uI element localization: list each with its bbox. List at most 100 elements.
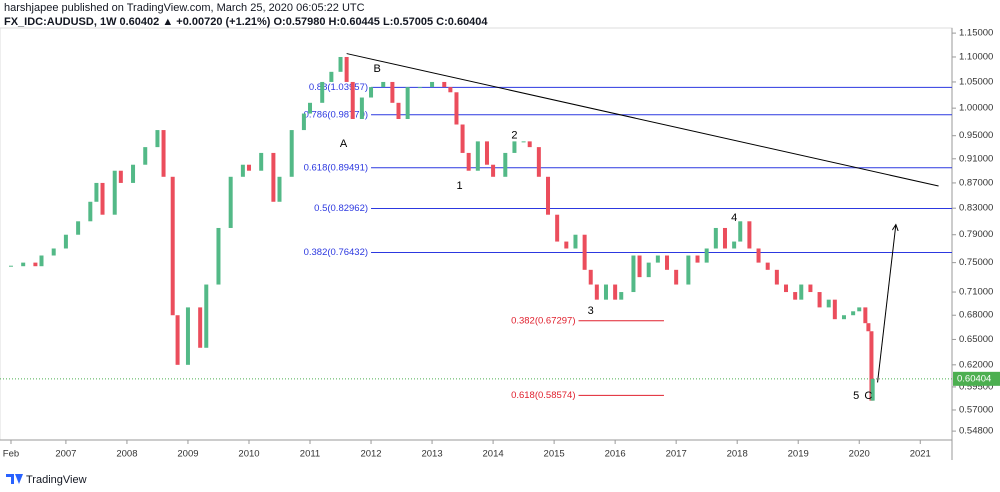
- y-tick-label: 0.68000: [959, 310, 993, 321]
- candle: [573, 234, 578, 249]
- x-tick-label: 2008: [116, 449, 137, 460]
- candle: [588, 269, 593, 285]
- logo: [6, 474, 23, 484]
- x-tick-label: 2021: [910, 449, 931, 460]
- x-tick-label: 2007: [55, 449, 76, 460]
- y-tick-label: 1.00000: [959, 103, 993, 114]
- y-tick-label: 0.65000: [959, 334, 993, 345]
- y-tick-label: 0.71000: [959, 287, 993, 298]
- wave-label: 2: [511, 130, 517, 142]
- trendline: [346, 53, 939, 187]
- candle: [774, 269, 779, 285]
- candle: [491, 164, 496, 177]
- candle: [271, 152, 276, 202]
- fib-label: 0.618(0.89491): [304, 162, 368, 173]
- x-tick-label: 2020: [849, 449, 870, 460]
- candle: [732, 241, 737, 249]
- fib-label: 0.382(0.76432): [304, 247, 368, 258]
- candle: [817, 292, 822, 308]
- candle: [112, 170, 117, 215]
- y-tick-label: 0.83000: [959, 203, 993, 214]
- symbol-line: FX_IDC:AUDUSD, 1W 0.60402 ▲ +0.00720 (+1…: [4, 16, 488, 28]
- candle: [870, 378, 875, 401]
- y-tick-label: 1.05000: [959, 76, 993, 87]
- x-tick-label: 2016: [605, 449, 626, 460]
- candle: [713, 227, 718, 249]
- candle: [695, 255, 700, 263]
- candle: [613, 284, 618, 300]
- fib-label: 0.5(0.82962): [314, 203, 368, 214]
- candle: [63, 234, 68, 249]
- candle: [646, 262, 651, 278]
- wave-label: C: [864, 390, 872, 402]
- candle: [21, 262, 26, 267]
- candle: [308, 102, 313, 114]
- candle: [185, 307, 190, 365]
- wave-label: A: [340, 138, 348, 150]
- candle: [841, 315, 846, 320]
- candle: [527, 141, 532, 148]
- candle: [722, 227, 727, 249]
- y-tick-label: 0.54800: [959, 426, 993, 437]
- candle: [430, 81, 435, 88]
- candle: [637, 255, 642, 278]
- candle: [228, 176, 233, 228]
- wave-label: 5: [853, 390, 859, 402]
- wave-label: 3: [588, 305, 594, 317]
- candle: [143, 147, 148, 165]
- candle: [359, 97, 364, 120]
- candle: [674, 269, 679, 285]
- wave-label: B: [373, 63, 380, 75]
- candle: [100, 182, 105, 215]
- candle: [94, 182, 99, 202]
- candle: [747, 221, 752, 249]
- candle: [869, 331, 874, 401]
- y-tick-label: 0.79000: [959, 229, 993, 240]
- candle: [851, 311, 856, 316]
- candle: [784, 284, 789, 293]
- x-tick-label: 2019: [788, 449, 809, 460]
- candle: [51, 248, 56, 256]
- candle: [594, 284, 599, 300]
- y-tick-label: 0.95000: [959, 130, 993, 141]
- candle: [863, 307, 868, 324]
- candle: [259, 152, 264, 171]
- candle: [381, 81, 386, 88]
- candle: [665, 255, 670, 270]
- candle: [799, 284, 804, 300]
- x-tick-label: 2010: [238, 449, 259, 460]
- candle: [131, 164, 136, 183]
- y-tick-label: 0.62000: [959, 359, 993, 370]
- fib-label: 0.382(0.67297): [511, 315, 575, 326]
- y-tick-label: 0.91000: [959, 153, 993, 164]
- candle: [857, 307, 862, 312]
- candle: [240, 164, 245, 177]
- candle: [350, 81, 355, 120]
- candle: [301, 113, 306, 131]
- candle: [246, 164, 251, 171]
- candle: [417, 87, 422, 89]
- candle: [686, 255, 691, 285]
- candle: [320, 81, 325, 103]
- candle: [329, 71, 334, 82]
- candle: [442, 81, 447, 88]
- candle: [175, 315, 180, 365]
- candle: [603, 284, 608, 300]
- fib-label: 0.88(1.03957): [309, 82, 368, 93]
- candle: [454, 92, 459, 125]
- candle: [170, 176, 175, 316]
- candle: [582, 234, 587, 270]
- candle: [738, 221, 743, 242]
- candle: [344, 56, 349, 82]
- wave-label: 1: [456, 180, 462, 192]
- x-tick-label: 2013: [421, 449, 442, 460]
- candle: [564, 241, 569, 249]
- candle: [161, 130, 166, 177]
- fib-label: 0.618(0.58574): [511, 390, 575, 401]
- wave-label: 4: [731, 212, 737, 224]
- candle: [765, 262, 770, 270]
- candle: [866, 323, 871, 332]
- y-tick-label: 0.75000: [959, 257, 993, 268]
- candle: [484, 141, 489, 165]
- candle: [390, 81, 395, 103]
